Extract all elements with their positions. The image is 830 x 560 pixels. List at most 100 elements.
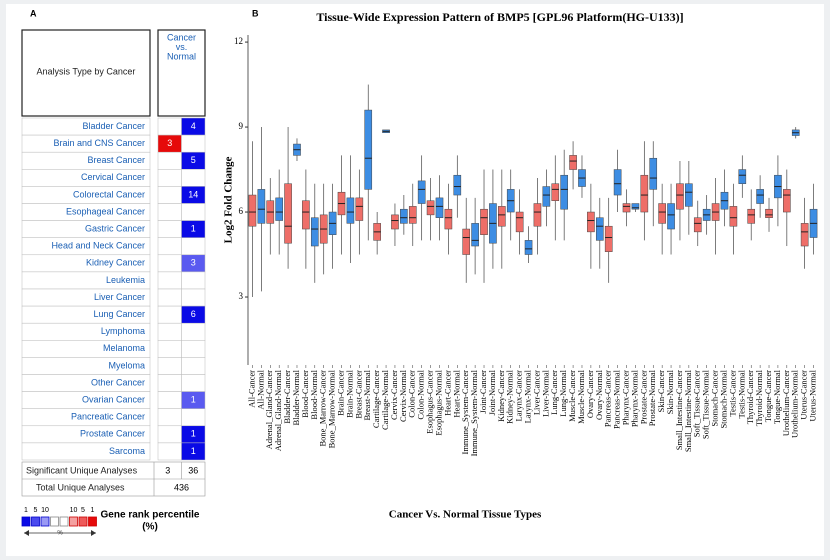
x-tick-label: Muscle-Cancer: [567, 370, 577, 422]
legend-unit: %: [57, 531, 63, 537]
y-axis-label: Log2 Fold Change: [223, 156, 235, 243]
box: [435, 197, 444, 218]
header-box: [21, 29, 151, 117]
x-tick-label: Tongue-Normal: [772, 369, 782, 424]
count-cell: [181, 322, 206, 341]
legend-tick: 1: [91, 507, 95, 514]
box: [693, 217, 702, 233]
count-cell: [157, 203, 182, 221]
box: [542, 186, 551, 207]
legend-tick: 5: [81, 507, 85, 514]
legend-swatch: [31, 516, 40, 527]
box: [640, 174, 649, 213]
count-cell: [181, 340, 206, 358]
box: [667, 203, 675, 230]
x-tick-label: Colon-Cancer: [407, 370, 417, 418]
summary-count: 436: [174, 482, 189, 492]
cancer-name: Melanoma: [103, 343, 145, 353]
column-header: Normal: [167, 51, 196, 61]
cancer-name: Bladder Cancer: [82, 121, 145, 131]
count-cell: [157, 408, 182, 427]
cancer-name: Cervical Cancer: [81, 172, 145, 182]
legend-tick: 1: [24, 507, 28, 514]
box: [444, 208, 453, 230]
y-tick-label: 3: [239, 291, 244, 301]
x-tick-label: Cartilage-Normal: [380, 369, 390, 430]
count-cell: [157, 237, 182, 256]
x-tick-label: Soft_Tissue-Cancer: [692, 370, 702, 437]
box: [569, 155, 577, 170]
legend-swatch: [88, 516, 97, 527]
count: 6: [191, 309, 196, 319]
count: 5: [191, 155, 196, 165]
count-cell: [181, 357, 206, 375]
legend-swatch: [78, 516, 88, 527]
summary-count: 3: [165, 465, 170, 475]
x-tick-label: Kidney-Normal: [505, 369, 515, 423]
count-cell: [157, 271, 182, 290]
box: [613, 169, 622, 196]
header-text: Analysis Type by Cancer: [37, 66, 136, 76]
cancer-name: Prostate Cancer: [80, 429, 145, 439]
x-tick-label: Larynx-Cancer: [514, 370, 524, 422]
legend-swatch: [21, 516, 31, 527]
count-cell: [181, 374, 206, 392]
box: [622, 203, 631, 213]
box: [284, 183, 292, 244]
legend-tick: 10: [41, 507, 49, 514]
y-tick-label: 9: [239, 121, 244, 131]
x-tick-label: Kidney-Cancer: [496, 370, 506, 422]
column-header: Cancer: [167, 32, 196, 42]
x-tick-label: Bladder-Cancer: [282, 370, 292, 424]
count-cell: [181, 134, 206, 153]
cancer-name: Brain and CNS Cancer: [53, 138, 145, 148]
x-tick-label: Heart-Normal: [451, 369, 461, 417]
x-tick-label: Uterus-Cancer: [799, 370, 809, 420]
count-cell: [157, 340, 182, 358]
box: [364, 109, 373, 190]
box: [498, 206, 506, 227]
count-cell: [157, 220, 182, 238]
cancer-name: Pancreatic Cancer: [71, 412, 145, 422]
chart-title: Tissue-Wide Expression Pattern of BMP5 […: [316, 10, 683, 24]
cancer-name: Esophageal Cancer: [66, 206, 145, 216]
x-tick-label: Immune_System-Normal: [469, 369, 479, 456]
box: [747, 208, 756, 224]
count-cell: [157, 374, 182, 392]
legend-swatch: [50, 516, 59, 527]
box: [275, 197, 283, 221]
x-tick-label: Cartilage-Cancer: [371, 370, 381, 428]
x-tick-label: Urothelium-Cancer: [781, 370, 791, 436]
legend-swatch: [69, 516, 78, 527]
box: [471, 223, 479, 247]
x-tick-label: Pancreas-Normal: [612, 369, 622, 429]
count-cell: [157, 288, 182, 307]
x-tick-label: Esophagus-Normal: [433, 369, 443, 435]
box: [631, 203, 640, 210]
cancer-name: Other Cancer: [91, 377, 145, 387]
x-tick-label: Cervix-Cancer: [389, 370, 399, 420]
box: [685, 183, 693, 207]
x-tick-label: Blood-Cancer: [300, 370, 310, 418]
legend-swatch: [40, 516, 50, 527]
x-tick-label: Tongue-Cancer: [763, 370, 773, 422]
x-tick-label: Larynx-Normal: [523, 369, 533, 423]
x-tick-label: Liver-Normal: [540, 369, 550, 417]
count: 1: [191, 395, 196, 405]
x-tick-label: Pharynx-Cancer: [620, 370, 630, 425]
box: [453, 174, 462, 196]
x-tick-label: Heart-Cancer: [442, 370, 452, 416]
x-tick-label: Brain-Cancer: [335, 370, 345, 416]
count: 1: [191, 429, 196, 439]
x-tick-label: Breast-Cancer: [353, 370, 363, 419]
cancer-name: Gastric Cancer: [85, 224, 145, 234]
x-tick-label: Pharynx-Normal: [629, 369, 639, 427]
box: [426, 200, 435, 216]
cancer-name: Head and Neck Cancer: [51, 241, 145, 251]
box: [676, 183, 684, 210]
count-cell: [157, 357, 182, 375]
cancer-name: Kidney Cancer: [86, 258, 145, 268]
x-tick-label: All-Cancer: [246, 370, 256, 408]
x-tick-label: Breast-Normal: [362, 369, 372, 420]
count-cell: [181, 408, 206, 427]
